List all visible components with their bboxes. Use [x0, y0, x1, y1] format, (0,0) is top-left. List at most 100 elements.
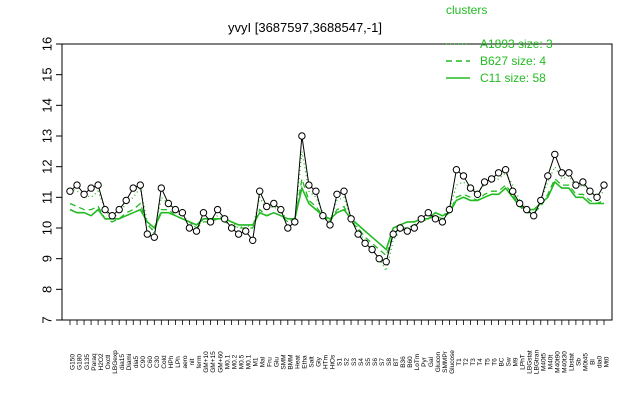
- x-tick-label: LPh: [175, 356, 182, 368]
- data-point: [389, 230, 397, 238]
- data-point: [516, 199, 524, 208]
- data-point: [192, 227, 201, 235]
- x-tick-label: C60: [147, 356, 154, 368]
- y-tick-label: 15: [39, 67, 54, 81]
- x-tick-label: S6: [372, 358, 379, 366]
- data-point: [115, 205, 123, 214]
- x-tick-label: Paraq: [91, 353, 98, 371]
- x-tick-label: BMM: [288, 354, 295, 369]
- data-point: [94, 181, 102, 189]
- data-point: [572, 181, 580, 189]
- x-tick-label: Salt: [309, 356, 316, 367]
- x-tick-label: B36: [400, 356, 407, 368]
- x-tick-label: Glu: [273, 357, 280, 368]
- x-tick-label: S4: [358, 358, 365, 366]
- data-point: [171, 205, 180, 214]
- data-point: [445, 205, 454, 214]
- x-tick-label: LPhT: [519, 354, 526, 370]
- x-tick-label: Sw: [505, 357, 512, 366]
- data-point: [206, 218, 215, 226]
- data-point: [164, 199, 173, 208]
- x-tick-label: T2: [463, 358, 470, 366]
- data-point: [256, 187, 264, 195]
- x-tick-label: ferm: [196, 356, 203, 369]
- data-point: [333, 190, 341, 199]
- points-connector: [69, 135, 605, 263]
- data-point: [66, 187, 74, 195]
- x-tick-label: S8: [386, 358, 393, 366]
- data-point: [473, 190, 482, 199]
- x-tick-label: B60: [407, 356, 414, 368]
- data-point: [129, 184, 137, 192]
- x-tick-label: T4: [477, 358, 484, 366]
- x-tick-label: LBGstat: [526, 350, 533, 374]
- data-point: [431, 215, 440, 223]
- data-point: [586, 187, 594, 195]
- x-tick-label: G150: [70, 354, 77, 370]
- legend: clusters A1893 size: 3 B627 size: 4 C11 …: [446, 3, 553, 85]
- data-point: [579, 178, 587, 186]
- data-point: [494, 169, 503, 177]
- x-tick-label: Fru: [266, 357, 273, 367]
- data-point: [234, 230, 243, 238]
- data-point: [417, 215, 425, 223]
- x-tick-label: aero: [182, 355, 189, 368]
- x-tick-label: S7: [379, 358, 386, 366]
- x-tick-label: Sb: [576, 358, 583, 366]
- data-point: [403, 227, 411, 235]
- data-point: [424, 209, 432, 217]
- data-point: [396, 224, 404, 232]
- data-point: [249, 236, 257, 245]
- data-point: [284, 224, 292, 232]
- data-point: [122, 196, 130, 205]
- data-point: [551, 150, 559, 159]
- data-point: [220, 215, 229, 223]
- x-tick-label: M0.1: [245, 354, 252, 369]
- data-point: [101, 205, 109, 214]
- x-tick-label: C90: [140, 356, 147, 368]
- y-tick-label: 9: [39, 255, 54, 262]
- x-tick-label: Gal: [428, 356, 435, 367]
- data-point: [480, 178, 489, 186]
- x-tick-label: GM+60: [217, 351, 224, 373]
- data-point: [312, 187, 320, 195]
- data-point: [438, 218, 447, 226]
- data-point: [361, 239, 369, 248]
- data-point: [199, 209, 208, 217]
- y-tick-label: 13: [39, 129, 54, 143]
- x-tick-label: HiOs: [330, 354, 337, 369]
- x-tick-label: M40t5: [540, 353, 547, 371]
- data-point: [319, 212, 327, 220]
- plot-frame-border: [61, 43, 613, 321]
- data-point: [87, 184, 95, 192]
- x-tick-label: HPh: [168, 355, 175, 368]
- x-tick-label: T3: [470, 358, 477, 366]
- chart-title: yvyI [3687597,3688547,-1]: [228, 20, 382, 35]
- x-tick-label: M1: [252, 357, 259, 366]
- x-tick-label: M0.2: [231, 354, 238, 369]
- data-point: [375, 255, 383, 263]
- x-tick-label: SMM: [281, 354, 288, 369]
- x-axis: G150 G180 G135 Paraq H2O2 Oxctl LBGexp dia15 Dia…: [69, 320, 611, 375]
- data-point: [150, 233, 159, 241]
- x-tick-label: Heat: [295, 355, 302, 369]
- data-point: [530, 212, 538, 220]
- data-point: [593, 193, 601, 202]
- data-point: [487, 175, 496, 183]
- legend-label-c11: C11 size: 58: [480, 71, 546, 85]
- x-tick-label: M9: [512, 357, 519, 366]
- data-point: [452, 166, 461, 174]
- y-tick-label: 14: [39, 98, 54, 112]
- data-point: [326, 221, 334, 229]
- data-point: [537, 196, 545, 205]
- x-tick-label: T1: [456, 358, 463, 366]
- x-tick-label: Mal: [259, 356, 266, 367]
- x-tick-label: T6: [491, 358, 498, 366]
- x-tick-label: Oxctl: [105, 354, 112, 369]
- x-tick-label: LBGtran: [533, 350, 540, 375]
- data-point: [178, 209, 187, 217]
- x-tick-label: Pyr: [421, 356, 428, 367]
- x-tick-label: Etha: [302, 355, 309, 369]
- x-tick-label: Glucon: [435, 351, 442, 372]
